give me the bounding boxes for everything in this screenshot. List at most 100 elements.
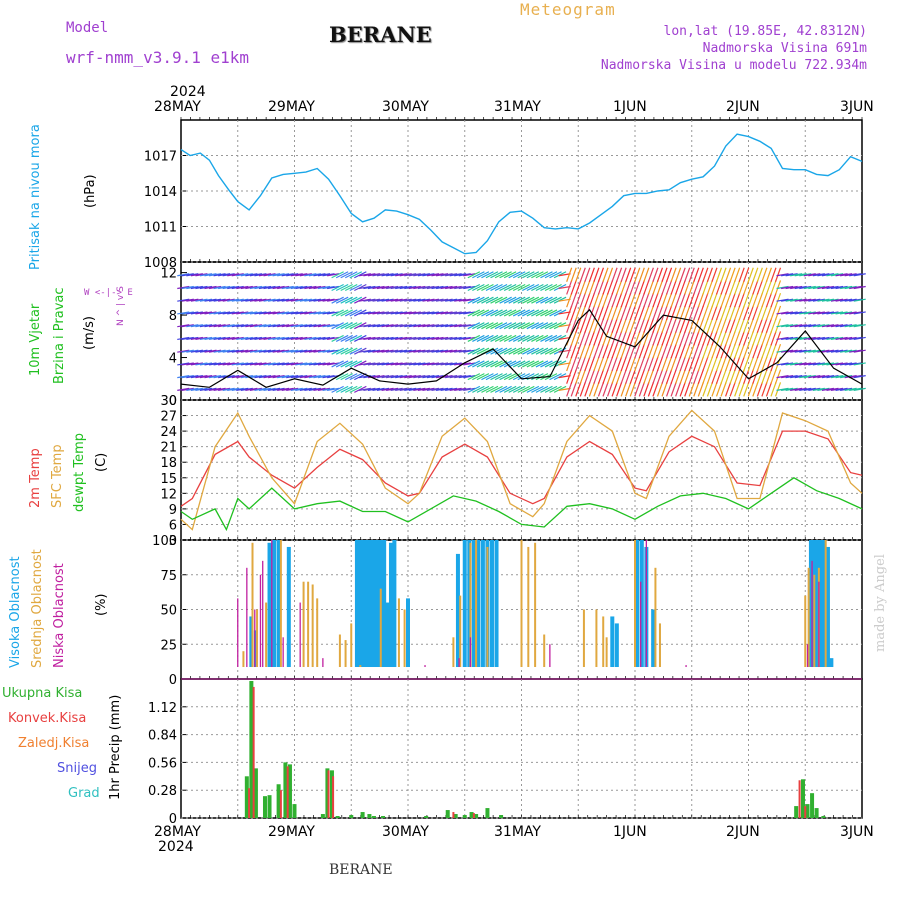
wind-barb <box>790 285 803 290</box>
wind-barb <box>776 324 789 328</box>
wind-barb <box>476 283 490 292</box>
wind-barb <box>661 305 668 321</box>
wind-barb <box>761 318 768 333</box>
wind-barb <box>785 273 798 277</box>
wind-barb <box>770 331 777 346</box>
wind-barb <box>381 349 394 353</box>
wind-barb <box>476 334 490 342</box>
wind-barb <box>349 334 363 342</box>
wind-barb <box>308 336 322 341</box>
wind-barb <box>208 387 222 391</box>
wind-barb <box>335 385 349 393</box>
wind-barb <box>503 271 517 279</box>
wind-barb <box>853 387 866 391</box>
cloud-bar-0 <box>467 540 472 668</box>
wind-barb <box>776 311 789 315</box>
wind-barb <box>258 349 272 353</box>
cloud-bar-1 <box>344 640 347 668</box>
wind-barb <box>313 324 326 328</box>
temperature-ytick-label: 21 <box>160 441 177 456</box>
cloud-bar-2 <box>271 540 273 668</box>
wind-barb <box>313 349 326 353</box>
wind-barb <box>467 296 481 304</box>
wind-barb <box>821 311 835 315</box>
wind-barb <box>399 285 412 290</box>
wind-barb <box>372 273 385 277</box>
cloud-bar-0 <box>639 540 644 668</box>
wind-barb <box>222 311 235 315</box>
wind-barb <box>697 382 704 397</box>
wind-barb <box>408 362 421 366</box>
wind-barb <box>422 273 435 277</box>
wind-barb <box>467 347 481 355</box>
wind-barb <box>780 375 794 379</box>
wind-barb <box>531 283 544 292</box>
wind-barb <box>593 318 600 333</box>
wind-barb <box>340 322 353 330</box>
wind-barb <box>177 375 190 379</box>
wind-barb <box>344 385 358 393</box>
wind-barb <box>675 293 682 308</box>
wind-barb <box>227 349 240 353</box>
wind-barb <box>263 298 276 302</box>
wind-barb <box>706 331 713 346</box>
wind-barb <box>213 362 226 366</box>
wind-barb <box>386 375 399 379</box>
wind-barb <box>254 349 267 353</box>
wind-barb <box>472 309 485 317</box>
wind-barb <box>558 298 571 302</box>
wind-barb <box>290 273 303 277</box>
wind-barb <box>177 285 190 290</box>
wind-barb <box>584 331 591 346</box>
wind-barb <box>711 293 718 308</box>
wind-barb <box>472 271 485 279</box>
wind-barb <box>522 296 535 304</box>
wind-barb <box>558 349 571 353</box>
wind-barb <box>602 369 609 384</box>
wind-barb <box>808 311 821 315</box>
wind-barb <box>222 387 235 391</box>
wind-barb <box>258 273 272 277</box>
wind-barb <box>386 387 399 391</box>
wind-barb <box>821 362 835 366</box>
wind-barb <box>458 285 471 290</box>
wind-barb <box>812 375 825 379</box>
wind-barb <box>799 349 812 353</box>
wind-barb <box>335 334 349 342</box>
wind-barb <box>656 280 664 295</box>
pressure-ytick-label: 1011 <box>144 221 177 236</box>
wind-barb <box>340 296 353 304</box>
wind-barb <box>363 324 376 328</box>
wind-barb <box>204 285 217 290</box>
wind-barb <box>358 336 371 341</box>
wind-barb <box>853 298 866 302</box>
wind-barb <box>821 285 835 290</box>
wind-barb <box>208 362 222 366</box>
wind-barb <box>647 267 654 282</box>
wind-barb <box>404 311 417 315</box>
wind-barb <box>558 336 571 341</box>
wind-barb <box>245 298 258 302</box>
wind-barb <box>517 385 531 393</box>
wind-barb <box>322 387 335 391</box>
wind-barb <box>363 336 376 341</box>
temp-line-0 <box>180 430 863 507</box>
wind-barb <box>840 349 853 353</box>
wind-barb <box>817 298 830 302</box>
wind-barb <box>258 311 272 315</box>
date-top-6: 3JUN <box>840 99 874 115</box>
wind-barb <box>431 362 444 366</box>
wind-barb <box>776 387 789 391</box>
wind-barb <box>656 305 664 321</box>
wind-barb <box>747 280 754 295</box>
wind-barb <box>512 385 526 393</box>
cloud-bar-2 <box>818 581 820 668</box>
wind-barb <box>295 324 308 328</box>
wind-barb <box>544 373 558 381</box>
wind-barb <box>656 382 664 397</box>
wind-barb <box>652 356 659 372</box>
wind-barb <box>720 267 727 282</box>
wind-barb <box>240 349 253 353</box>
wind-barb <box>830 285 844 290</box>
wind-barb <box>263 362 276 366</box>
